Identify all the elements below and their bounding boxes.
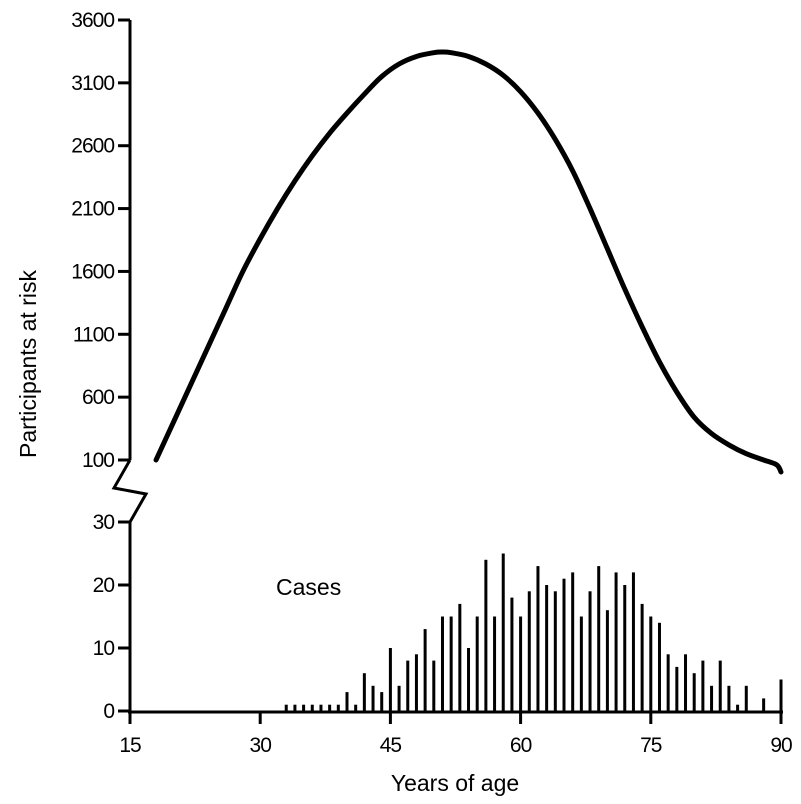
case-bar — [779, 679, 783, 711]
case-bar — [545, 585, 549, 711]
case-bar — [727, 685, 731, 711]
case-bar — [319, 704, 323, 711]
case-bar — [493, 616, 497, 711]
x-tick-label: 15 — [119, 734, 141, 757]
case-bar — [449, 616, 453, 711]
case-bar — [571, 572, 575, 711]
case-bar — [588, 591, 592, 711]
case-bar — [380, 692, 384, 711]
case-bar — [675, 666, 679, 711]
case-bar — [467, 648, 471, 711]
case-bar — [406, 660, 410, 711]
case-bar — [328, 704, 332, 711]
case-bar — [475, 616, 479, 711]
case-bar — [562, 578, 566, 711]
case-bar — [501, 553, 505, 711]
case-bar — [684, 654, 688, 711]
case-bar — [362, 673, 366, 711]
y-axis-title: Participants at risk — [15, 270, 41, 458]
upper-y-tick-label: 1600 — [71, 260, 114, 283]
case-bar — [710, 685, 714, 711]
x-tick-label: 60 — [510, 734, 532, 757]
case-bar — [458, 603, 462, 711]
upper-y-tick-label: 100 — [82, 449, 114, 472]
lower-y-tick-label: 30 — [93, 511, 115, 534]
upper-y-tick-label: 2100 — [71, 198, 114, 221]
case-bar — [414, 654, 418, 711]
case-bar — [666, 654, 670, 711]
x-tick-label: 75 — [640, 734, 662, 757]
case-bar — [718, 660, 722, 711]
case-bar — [640, 603, 644, 711]
upper-y-tick-label: 1100 — [73, 323, 114, 346]
upper-y-tick-label: 3100 — [71, 72, 114, 95]
case-bar — [519, 616, 523, 711]
x-tick-label: 30 — [250, 734, 272, 757]
upper-y-tick-label: 3600 — [71, 9, 114, 32]
cases-annotation: Cases — [276, 574, 341, 600]
x-axis-title: Years of age — [391, 770, 519, 796]
case-bar — [510, 597, 514, 711]
case-bar — [597, 566, 601, 711]
case-bar — [432, 660, 436, 711]
case-bar — [553, 591, 557, 711]
case-bar — [657, 622, 661, 711]
case-bar — [736, 704, 740, 711]
case-bar — [527, 591, 531, 711]
case-bar — [614, 572, 618, 711]
x-ticks: 15 30 45 60 75 90 — [119, 712, 793, 757]
case-bar — [354, 704, 358, 711]
case-bar — [579, 616, 583, 711]
case-bar — [744, 685, 748, 711]
case-bar — [388, 648, 392, 711]
lower-y-tick-label: 0 — [103, 700, 114, 723]
case-bar — [371, 685, 375, 711]
x-tick-label: 90 — [770, 734, 792, 757]
case-bar — [423, 629, 427, 711]
case-bar — [310, 704, 314, 711]
case-bar — [484, 559, 488, 711]
case-bar — [293, 704, 297, 711]
lower-y-tick-label: 10 — [93, 637, 115, 660]
case-bar — [692, 673, 696, 711]
upper-y-ticks: 100 600 1100 1600 2100 2600 3100 3600 — [71, 9, 130, 472]
case-bars — [284, 553, 783, 711]
case-bar — [649, 616, 653, 711]
x-tick-label: 45 — [380, 734, 402, 757]
participants-curve — [153, 49, 784, 475]
case-bar — [284, 704, 288, 711]
case-bar — [336, 704, 340, 711]
case-bar — [440, 616, 444, 711]
case-bar — [302, 704, 306, 711]
case-bar — [397, 685, 401, 711]
case-bar — [762, 698, 766, 711]
lower-y-ticks: 0 10 20 30 — [93, 511, 130, 723]
case-bar — [631, 572, 635, 711]
case-bar — [345, 692, 349, 711]
lower-y-tick-label: 20 — [93, 574, 115, 597]
upper-y-tick-label: 2600 — [71, 135, 114, 158]
case-bar — [605, 610, 609, 711]
axes — [111, 20, 783, 714]
case-bar — [701, 660, 705, 711]
upper-y-tick-label: 600 — [82, 386, 114, 409]
axis-break-mark — [111, 459, 149, 523]
case-bar — [623, 585, 627, 711]
case-bar — [536, 566, 540, 711]
